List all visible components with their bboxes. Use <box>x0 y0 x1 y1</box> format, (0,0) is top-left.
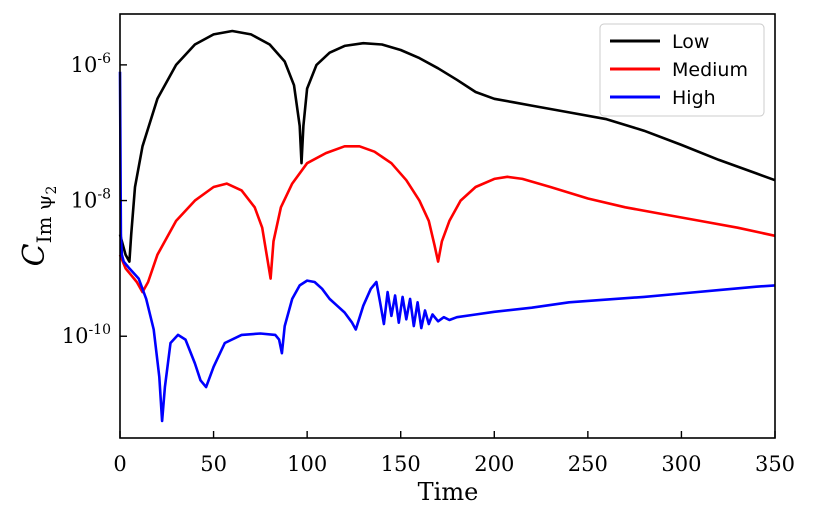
series-line-low <box>118 29 776 263</box>
y-tick-label: 10-8 <box>71 187 111 213</box>
x-tick-label: 150 <box>381 452 421 476</box>
x-axis-title: Time <box>418 478 479 506</box>
x-tick-label: 100 <box>287 452 327 476</box>
series-line-high <box>118 71 776 423</box>
y-tick-label: 10-6 <box>71 51 111 77</box>
x-tick-label: 0 <box>113 452 126 476</box>
x-tick-label: 200 <box>474 452 514 476</box>
y-tick-label: 10-10 <box>62 322 111 348</box>
y-axis-title-main: C <box>17 243 52 266</box>
y-axis-title-sub: Im ψ <box>32 195 56 244</box>
legend-label-medium: Medium <box>672 59 748 81</box>
x-axis-ticks: 0 50 100 150 200 250 300 350 <box>113 431 795 476</box>
legend: Low Medium High <box>599 23 765 117</box>
x-tick-label: 50 <box>200 452 227 476</box>
y-axis-title: CIm ψ2 <box>17 186 60 267</box>
plot-lines <box>118 29 776 423</box>
x-tick-label: 250 <box>568 452 608 476</box>
x-tick-label: 350 <box>755 452 795 476</box>
legend-label-high: High <box>672 87 716 109</box>
x-tick-label: 300 <box>661 452 701 476</box>
plot-frame <box>119 13 776 439</box>
legend-label-low: Low <box>672 31 709 53</box>
legend-box <box>599 23 765 117</box>
series-line-medium <box>118 145 776 294</box>
y-axis-ticks: 10-10 10-8 10-6 <box>62 51 127 348</box>
y-axis-title-subsub: 2 <box>44 186 60 195</box>
